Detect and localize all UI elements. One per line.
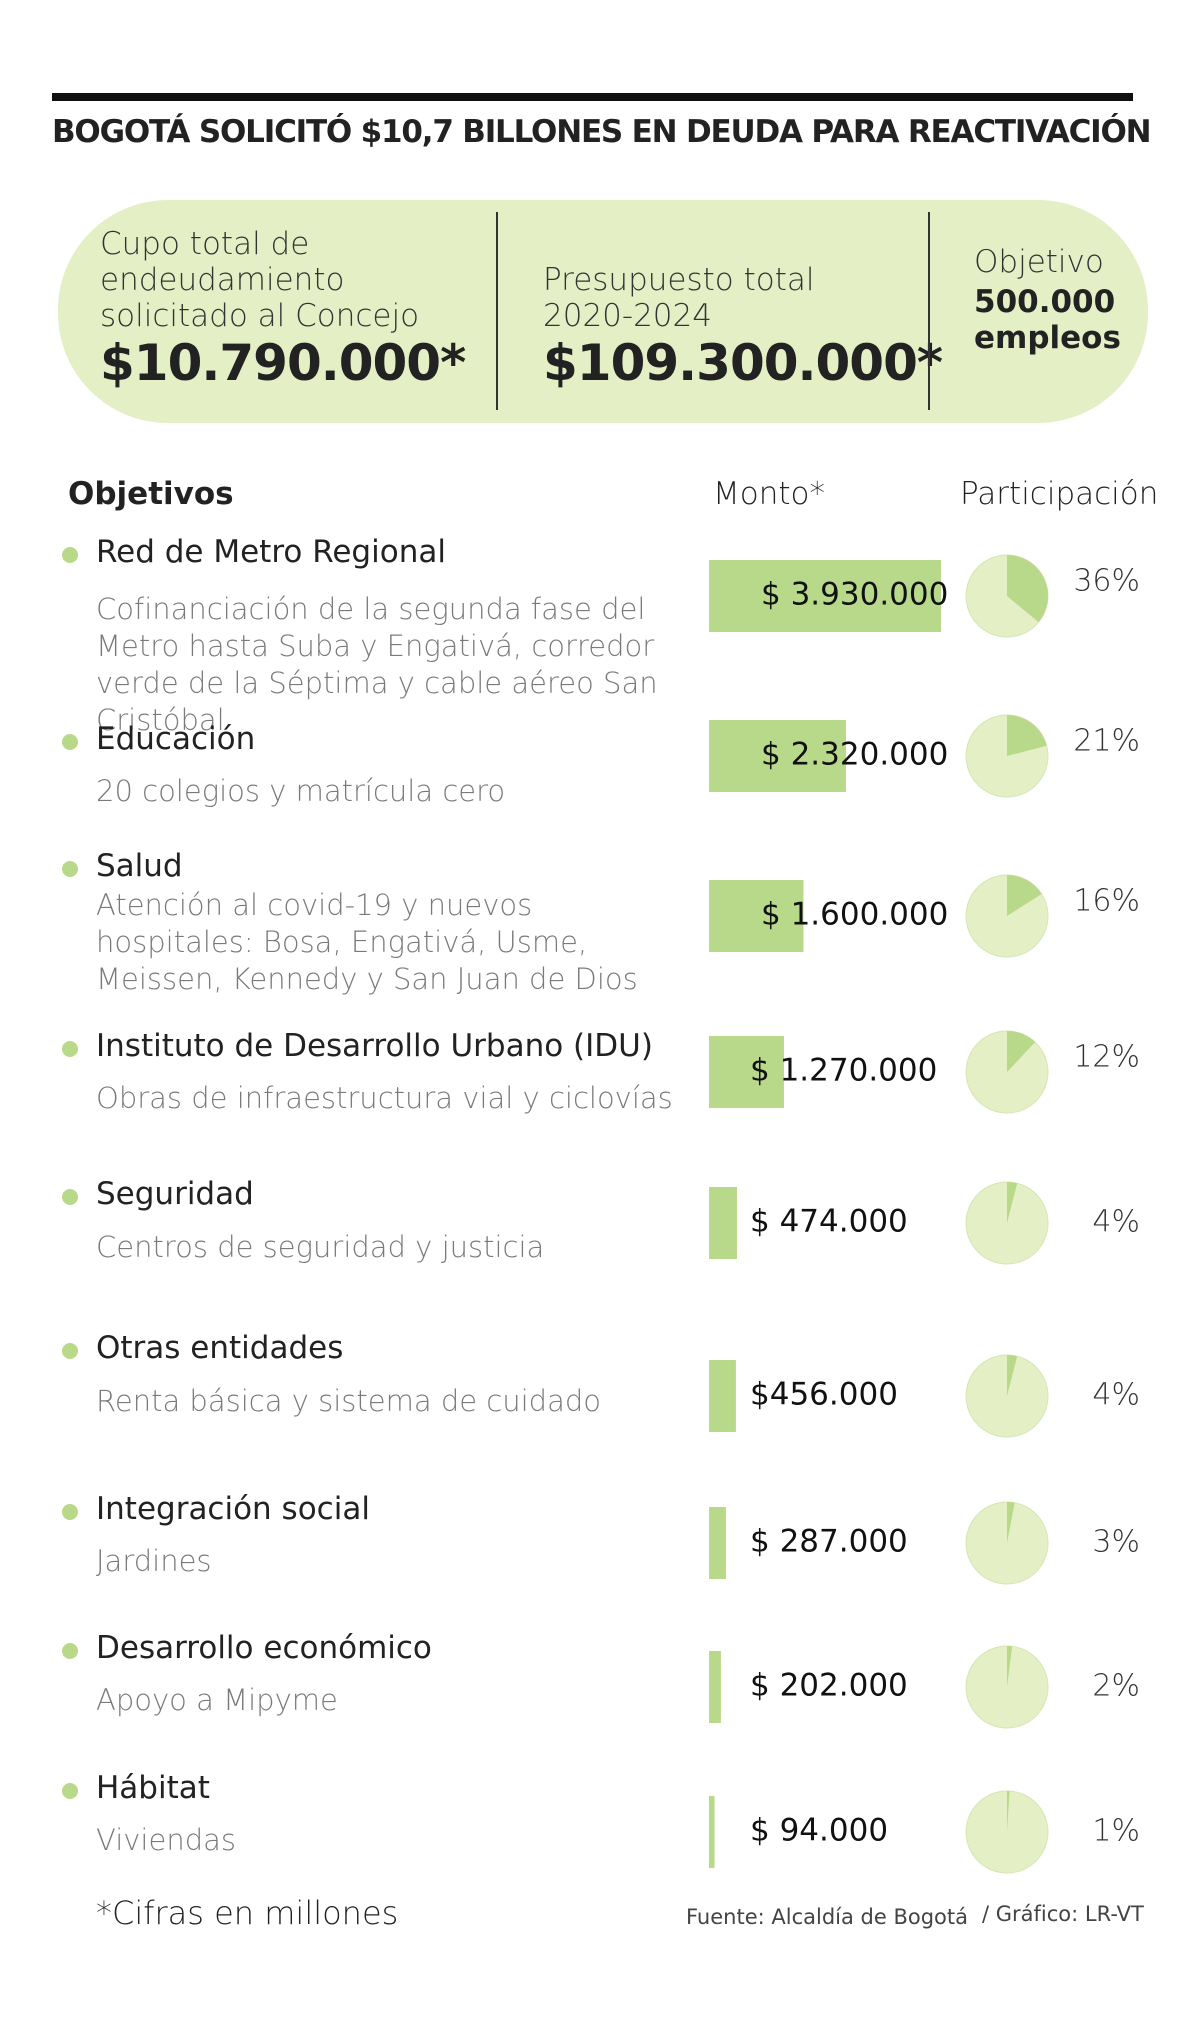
bullet	[62, 1343, 78, 1359]
category: Salud	[96, 848, 183, 884]
bar	[709, 720, 846, 792]
summary-box	[58, 200, 1148, 423]
summary-label: Presupuesto total 2020-2024	[543, 262, 815, 334]
share-label: 4%	[1092, 1205, 1140, 1240]
share-label: 2%	[1092, 1669, 1140, 1704]
summary-item: Objetivo 500.000 empleos	[974, 244, 1134, 356]
divider	[928, 212, 930, 410]
header: Monto*	[713, 476, 825, 512]
bullet	[62, 1643, 78, 1659]
share-label: 21%	[1073, 724, 1140, 759]
bullet	[62, 547, 78, 563]
category: Seguridad	[96, 1176, 254, 1212]
pie-wedge	[1007, 1355, 1018, 1396]
header: Participación	[960, 476, 1159, 512]
note: *Cifras en millones	[96, 1894, 399, 1932]
summary-label: Objetivo	[974, 244, 1104, 280]
description: Renta básica y sistema de cuidado	[96, 1384, 601, 1418]
top-rule	[52, 93, 1133, 101]
category: Otras entidades	[96, 1330, 344, 1366]
amount-label: $ 3.930.000	[761, 577, 948, 613]
amount-label: $ 2.320.000	[761, 737, 948, 773]
bullet	[62, 1504, 78, 1520]
category: Instituto de Desarrollo Urbano (IDU)	[96, 1028, 653, 1064]
bar	[709, 1036, 784, 1108]
description: Cofinanciación de la segunda fase del Me…	[96, 592, 658, 737]
bullet	[62, 734, 78, 750]
bar	[709, 560, 941, 632]
description: 20 colegios y matrícula cero	[96, 774, 506, 808]
bar	[709, 1651, 721, 1723]
summary-item: Cupo total de endeudamiento solicitado a…	[100, 226, 466, 392]
description: Centros de seguridad y justicia	[96, 1230, 545, 1264]
description: Jardines	[96, 1544, 212, 1578]
amount-label: $ 202.000	[750, 1668, 908, 1704]
share-label: 36%	[1073, 564, 1140, 599]
bullet	[62, 1189, 78, 1205]
pie-wedge	[1007, 1646, 1013, 1687]
share-label: 3%	[1092, 1525, 1140, 1560]
pie-wedge	[1007, 555, 1048, 623]
pie-wedge	[1007, 1031, 1036, 1072]
category: Red de Metro Regional	[96, 534, 446, 570]
amount-label: $ 1.600.000	[761, 897, 948, 933]
description: Atención al covid-19 y nuevos hospitales…	[96, 888, 638, 996]
amount-label: $456.000	[750, 1377, 898, 1413]
pie-wedge	[1007, 1791, 1010, 1832]
pie-wedge	[1007, 875, 1042, 916]
bullet	[62, 861, 78, 877]
pie-wedge	[1007, 1182, 1018, 1223]
amount-label: $ 94.000	[750, 1813, 888, 1849]
bar	[709, 1796, 715, 1868]
summary-value: $10.790.000*	[100, 334, 466, 392]
bar	[709, 1360, 736, 1432]
divider	[496, 212, 498, 410]
bar	[709, 880, 804, 952]
summary-value: 500.000 empleos	[974, 284, 1121, 356]
description: Obras de infraestructura vial y ciclovía…	[96, 1081, 673, 1115]
description: Viviendas	[96, 1823, 236, 1857]
source: Fuente: Alcaldía de Bogotá	[686, 1905, 968, 1929]
category: Educación	[96, 721, 256, 757]
category: Desarrollo económico	[96, 1630, 432, 1666]
amount-label: $ 1.270.000	[750, 1053, 937, 1089]
title: BOGOTÁ SOLICITÓ $10,7 BILLONES EN DEUDA …	[52, 114, 1152, 150]
description: Apoyo a Mipyme	[96, 1683, 338, 1717]
share-label: 16%	[1073, 884, 1140, 919]
amount-label: $ 474.000	[750, 1204, 908, 1240]
amount-label: $ 287.000	[750, 1524, 908, 1560]
header: Objetivos	[68, 476, 234, 512]
pie-wedge	[1007, 1502, 1015, 1543]
bar	[709, 1187, 737, 1259]
category: Hábitat	[96, 1770, 210, 1806]
bar	[709, 1507, 726, 1579]
category: Integración social	[96, 1491, 370, 1527]
bullet	[62, 1041, 78, 1057]
share-label: 1%	[1092, 1814, 1140, 1849]
share-label: 12%	[1073, 1040, 1140, 1075]
share-label: 4%	[1092, 1378, 1140, 1413]
summary-label: Cupo total de endeudamiento solicitado a…	[100, 226, 420, 334]
pie-wedge	[1007, 715, 1047, 756]
credit: / Gráfico: LR-VT	[982, 1902, 1144, 1926]
bullet	[62, 1783, 78, 1799]
